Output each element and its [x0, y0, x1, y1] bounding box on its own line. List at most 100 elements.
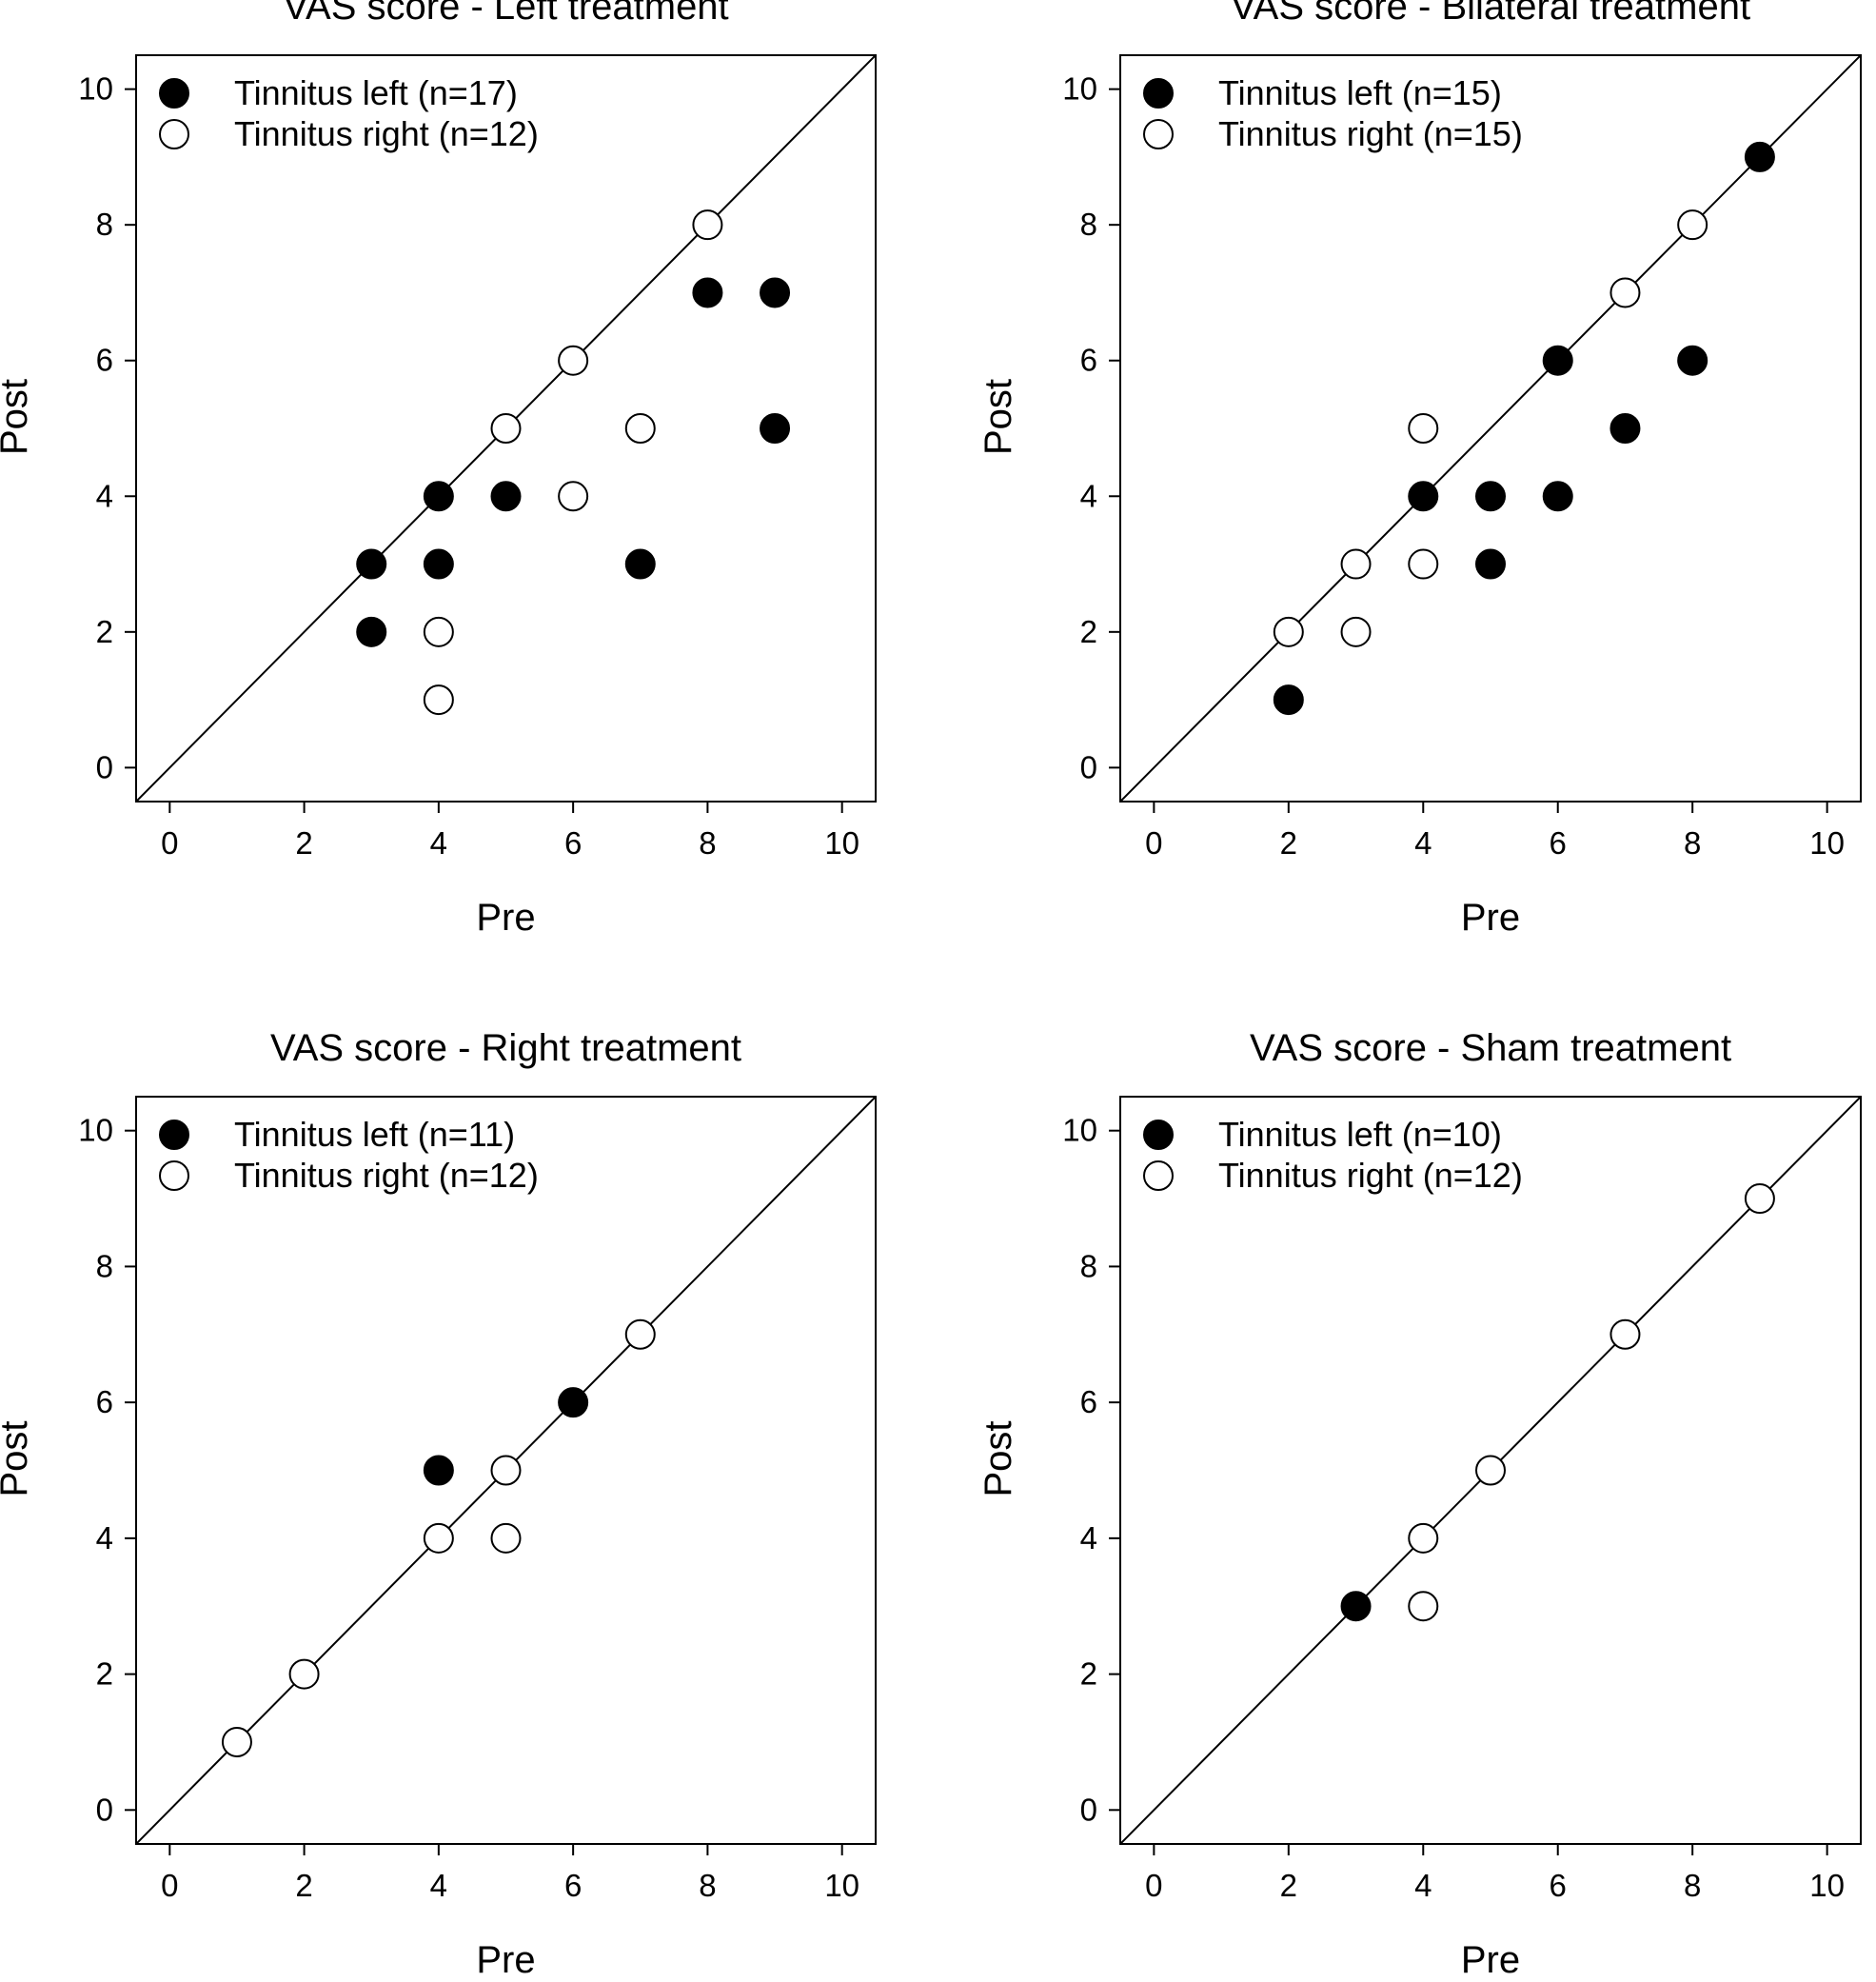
data-point-left: [1544, 482, 1572, 510]
data-point-left: [760, 278, 789, 307]
data-point-right: [425, 685, 453, 714]
chart-panel-4: VAS score - Sham treatment0 2 4 6 8 100246810…: [977, 1027, 1861, 1981]
data-point-left: [357, 618, 385, 646]
x-tick-label: 0: [161, 825, 178, 861]
x-axis-label: Pre: [1461, 897, 1520, 939]
legend-marker-left: [1144, 79, 1173, 108]
y-tick-label: 6: [1080, 1384, 1097, 1419]
x-tick-label: 8: [699, 1868, 716, 1903]
data-point-left: [1476, 482, 1505, 510]
x-tick-label: 4: [1414, 1868, 1432, 1903]
y-tick-label: 10: [1062, 1113, 1097, 1148]
data-point-right: [492, 1457, 521, 1485]
x-tick-label: 2: [295, 825, 312, 861]
legend-marker-right: [1144, 1161, 1173, 1190]
data-point-right: [1409, 1592, 1437, 1620]
data-point-right: [559, 482, 587, 510]
data-point-left: [1544, 347, 1572, 375]
x-tick-label: 8: [699, 825, 716, 861]
chart-panel-3: VAS score - Right treatment 0 2 4 6 8 10 0 2 4 6 8 1…: [0, 1027, 876, 1981]
data-point-left: [1342, 1592, 1371, 1620]
x-tick-label: 10: [1809, 1868, 1845, 1903]
y-tick-label: 4: [1080, 1520, 1097, 1556]
x-tick-label: 2: [295, 1868, 312, 1903]
x-tick-label: 10: [824, 1868, 859, 1903]
x-tick-label: 2: [1280, 825, 1297, 861]
data-point-right: [559, 347, 587, 375]
y-tick-label: 8: [1080, 1248, 1097, 1283]
y-tick-label: 6: [96, 1384, 113, 1419]
y-tick-label: 4: [96, 478, 113, 513]
x-tick-label: 4: [430, 1868, 447, 1903]
figure-canvas: VAS score - Left treatment 0 2 4 6 8 10 0 2 4 6 8 10…: [0, 0, 1876, 1982]
x-tick-label: 6: [1550, 1868, 1567, 1903]
data-point-right: [1342, 550, 1371, 579]
legend-label: Tinnitus left (n=15): [1218, 73, 1502, 112]
legend-label: Tinnitus right (n=12): [234, 1156, 539, 1195]
legend-label: Tinnitus left (n=17): [234, 73, 518, 112]
legend-marker-right: [160, 1161, 188, 1190]
chart-title: VAS score - Left treatment: [283, 0, 728, 28]
x-axis-label: Pre: [1461, 1939, 1520, 1981]
data-point-left: [1610, 414, 1639, 443]
data-point-left: [1678, 347, 1707, 375]
y-tick-label: 0: [1080, 1792, 1097, 1827]
x-tick-label: 6: [564, 1868, 582, 1903]
y-tick-label: 4: [1080, 478, 1097, 513]
y-tick-label: 6: [1080, 343, 1097, 378]
y-tick-label: 10: [1062, 71, 1097, 107]
data-point-left: [425, 482, 453, 510]
x-tick-label: 4: [430, 825, 447, 861]
y-tick-label: 0: [96, 749, 113, 784]
x-tick-label: 10: [824, 825, 859, 861]
data-point-right: [425, 1524, 453, 1553]
y-tick-label: 0: [1080, 749, 1097, 784]
legend-marker-right: [1144, 120, 1173, 149]
y-tick-label: 2: [1080, 614, 1097, 649]
data-point-right: [626, 1320, 655, 1349]
x-tick-label: 6: [1550, 825, 1567, 861]
data-point-left: [1274, 685, 1303, 714]
legend-label: Tinnitus right (n=12): [1218, 1156, 1523, 1195]
x-tick-label: 6: [564, 825, 582, 861]
data-point-right: [1274, 618, 1303, 646]
x-axis-label: Pre: [476, 1939, 535, 1981]
chart-panel-2: VAS score - Bilateral treatment0 2 4 6 8 1002…: [977, 0, 1861, 939]
y-tick-label: 8: [96, 1248, 113, 1283]
data-point-right: [1409, 550, 1437, 579]
data-point-right: [492, 1524, 521, 1553]
x-tick-label: 4: [1414, 825, 1432, 861]
legend-marker-left: [1144, 1120, 1173, 1149]
data-point-right: [693, 210, 721, 239]
y-tick-label: 10: [78, 1113, 113, 1148]
y-tick-label: 8: [96, 207, 113, 242]
y-tick-label: 0: [96, 1792, 113, 1827]
legend-marker-right: [160, 120, 188, 149]
data-point-right: [1409, 414, 1437, 443]
y-tick-label: 2: [96, 1656, 113, 1692]
legend-label: Tinnitus left (n=10): [1218, 1115, 1502, 1154]
data-point-right: [1409, 1524, 1437, 1553]
data-point-left: [760, 414, 789, 443]
data-point-left: [1409, 482, 1437, 510]
x-tick-label: 0: [161, 1868, 178, 1903]
chart-title: VAS score - Sham treatment: [1250, 1027, 1731, 1069]
data-point-right: [290, 1660, 319, 1689]
chart-title: VAS score - Right treatment: [270, 1027, 741, 1069]
data-point-right: [223, 1728, 251, 1756]
x-tick-label: 8: [1684, 825, 1701, 861]
data-point-left: [425, 1457, 453, 1485]
legend-marker-left: [160, 79, 188, 108]
y-tick-label: 2: [1080, 1656, 1097, 1692]
y-tick-label: 8: [1080, 207, 1097, 242]
data-point-right: [1610, 278, 1639, 307]
data-point-right: [1610, 1320, 1639, 1349]
x-axis-label: Pre: [476, 897, 535, 939]
y-tick-label: 6: [96, 343, 113, 378]
data-point-left: [693, 278, 721, 307]
x-tick-label: 0: [1145, 825, 1162, 861]
y-tick-label: 2: [96, 614, 113, 649]
legend-label: Tinnitus left (n=11): [234, 1115, 515, 1154]
x-tick-label: 8: [1684, 1868, 1701, 1903]
data-point-right: [1476, 1457, 1505, 1485]
